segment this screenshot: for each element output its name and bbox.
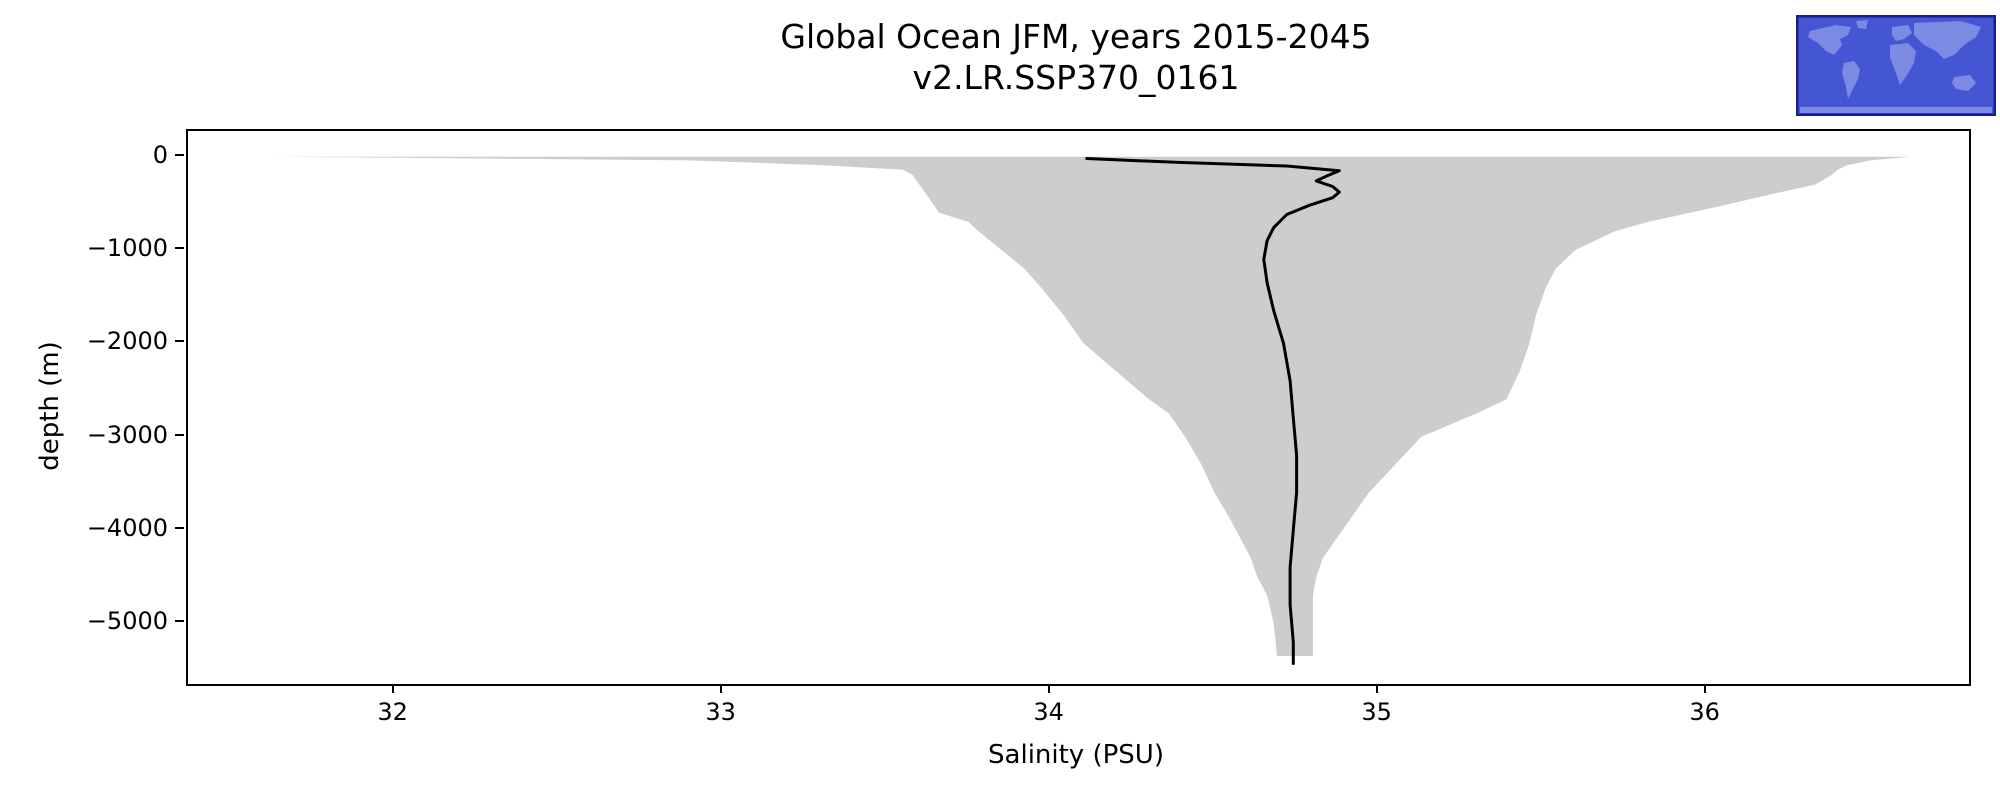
- chart-title-line2: v2.LR.SSP370_0161: [912, 58, 1240, 97]
- x-tick-label: 34: [1033, 698, 1064, 726]
- continent-asia: [1914, 21, 1981, 59]
- salinity-depth-profile-plot: [270, 156, 1910, 665]
- x-tick-mark: [1375, 684, 1378, 693]
- y-tick-label: −5000: [86, 607, 168, 636]
- y-tick-mark: [175, 247, 184, 249]
- mean-salinity-profile-line: [1085, 157, 1341, 665]
- x-tick-mark: [719, 684, 722, 693]
- y-tick-mark: [175, 433, 184, 436]
- y-tick-mark: [175, 620, 184, 623]
- y-tick-label: −3000: [86, 420, 168, 449]
- y-tick-label: −1000: [86, 234, 168, 262]
- x-tick-mark: [1047, 684, 1050, 693]
- chart-title: Global Ocean JFM, years 2015-2045 v2.LR.…: [780, 16, 1371, 98]
- continent-greenland: [1856, 20, 1868, 29]
- continent-antarctica: [1800, 107, 1992, 113]
- chart-title-line1: Global Ocean JFM, years 2015-2045: [780, 17, 1372, 56]
- y-tick-label: −2000: [86, 327, 168, 356]
- x-tick-mark: [391, 684, 394, 693]
- x-tick-label: 32: [377, 698, 408, 726]
- y-tick-mark: [175, 527, 184, 529]
- y-tick-label: 0: [152, 140, 168, 169]
- map-border: [1796, 15, 1996, 116]
- continent-australia: [1952, 75, 1976, 91]
- x-tick-label: 36: [1689, 698, 1720, 726]
- x-tick-mark: [1703, 684, 1706, 693]
- y-tick-label: −4000: [86, 514, 168, 542]
- map-continents: [1800, 20, 1992, 113]
- continent-north-america: [1808, 25, 1851, 55]
- x-tick-label: 35: [1361, 698, 1392, 726]
- world-map-inset: [1796, 15, 1996, 116]
- continent-europe: [1892, 25, 1912, 41]
- y-tick-mark: [175, 153, 184, 156]
- x-axis-label: Salinity (PSU): [988, 740, 1164, 770]
- plot-area: [186, 129, 1971, 686]
- y-tick-mark: [175, 340, 184, 343]
- continent-south-america: [1842, 61, 1860, 99]
- world-map-inset-svg: [1796, 15, 1996, 116]
- x-tick-label: 33: [705, 698, 736, 726]
- salinity-range-envelope: [270, 156, 1910, 656]
- continent-africa: [1890, 43, 1916, 85]
